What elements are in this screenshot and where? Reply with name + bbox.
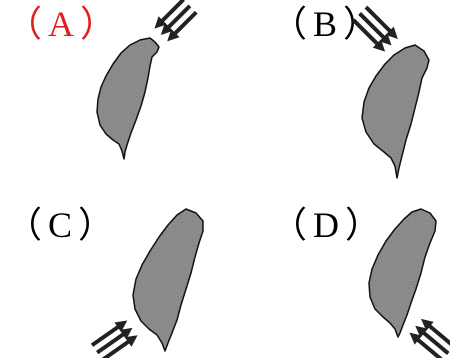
option-d[interactable]: （D） [225,179,450,358]
taiwan-island-shape [96,37,160,160]
option-b-label: （B） [271,4,386,44]
wind-arrows-icon [409,318,450,358]
taiwan-island-shape [132,208,204,352]
option-c-map [90,208,204,358]
taiwan-island-shape [368,208,437,338]
option-d-label: （D） [271,205,387,245]
wind-arrows-icon [351,5,398,52]
option-b[interactable]: （B） [225,0,450,179]
option-a-label: （A） [6,4,122,44]
taiwan-island-shape [361,44,430,179]
option-a-map [96,0,198,160]
option-c-label: （C） [6,205,121,245]
option-c[interactable]: （C） [0,179,225,358]
option-a[interactable]: （A） [0,0,225,179]
wind-arrows-icon [90,320,138,358]
wind-arrows-icon [154,0,198,42]
option-b-map [351,5,430,179]
option-d-map [368,208,450,358]
